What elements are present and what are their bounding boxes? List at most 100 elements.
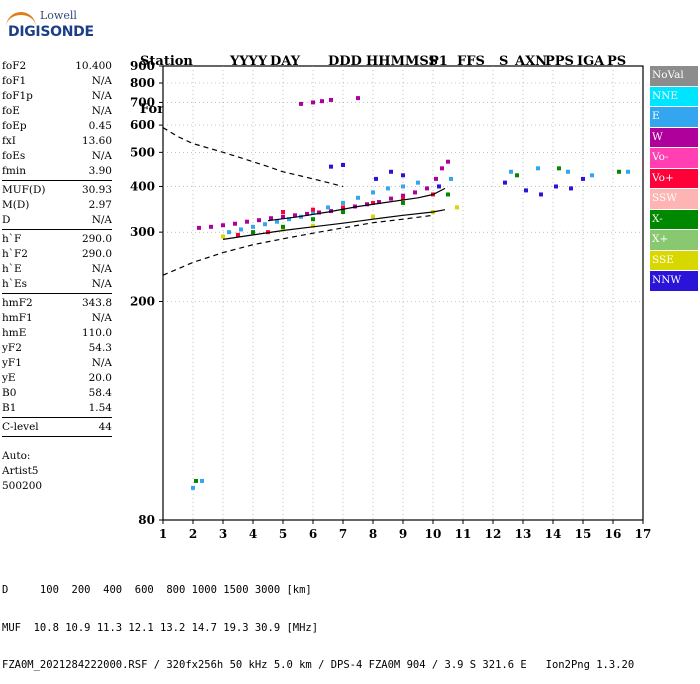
param-value: 30.93 <box>81 184 112 196</box>
y-tick-label: 400 <box>130 179 155 193</box>
echo-point <box>446 159 450 164</box>
echo-point <box>509 169 513 174</box>
param-value: 54.3 <box>88 342 112 354</box>
param-name: foE <box>2 105 20 117</box>
param-divider <box>2 293 112 294</box>
param-name: hmE <box>2 327 27 339</box>
param-row: foF1p N/A <box>2 89 112 104</box>
param-name: foEs <box>2 150 26 162</box>
echo-point <box>566 169 570 174</box>
header-label: YYYY <box>230 54 268 69</box>
echo-point <box>515 173 519 178</box>
param-name: MUF(D) <box>2 184 46 196</box>
param-value: N/A <box>91 312 112 324</box>
legend-item: Vo- <box>650 148 698 168</box>
echo-point <box>590 173 594 178</box>
echo-point <box>554 184 558 189</box>
header-labels-row: Station YYYY DAY DDD HHMMSS P1 FFS S AXN PPS IGA PS <box>140 54 633 70</box>
echo-point <box>209 224 213 229</box>
param-name: yF2 <box>2 342 22 354</box>
echo-point <box>197 225 201 230</box>
echo-point <box>434 176 438 181</box>
y-tick-label: 80 <box>138 513 155 527</box>
echo-point <box>401 184 405 189</box>
echo-point <box>191 485 195 490</box>
echo-point <box>245 219 249 224</box>
legend-item: NNW <box>650 271 698 291</box>
x-tick-label: 4 <box>249 527 257 541</box>
profile-curve <box>267 187 446 222</box>
x-tick-label: 8 <box>369 527 377 541</box>
scaled-parameters-panel: foF2 10.400 foF1 N/A foF1p N/A foE N/A foEp 0.45 f… <box>2 59 112 494</box>
echo-point <box>329 164 333 169</box>
param-value: 10.400 <box>75 60 112 72</box>
param-value: N/A <box>91 214 112 226</box>
echo-point <box>371 200 375 205</box>
legend-item: X- <box>650 209 698 229</box>
header-label: DDD <box>328 54 362 69</box>
param-value: 0.45 <box>88 120 112 132</box>
profile-curve <box>222 209 446 240</box>
param-value: N/A <box>91 105 112 117</box>
param-name: h`E <box>2 263 22 275</box>
param-name: h`F <box>2 233 22 245</box>
echo-point <box>446 192 450 197</box>
echo-point <box>581 176 585 181</box>
echo-point <box>413 190 417 195</box>
param-value: N/A <box>91 150 112 162</box>
y-tick-label: 700 <box>130 95 155 109</box>
echo-point <box>341 162 345 167</box>
echo-point <box>257 218 261 223</box>
param-name: foF1p <box>2 90 33 102</box>
echo-point <box>440 166 444 171</box>
echo-point <box>326 205 330 210</box>
echo-point <box>401 193 405 198</box>
header-label: S <box>499 54 509 69</box>
param-name: foF2 <box>2 60 27 72</box>
echo-point <box>194 478 198 483</box>
param-value: N/A <box>91 90 112 102</box>
legend-item: NNE <box>650 86 698 106</box>
echo-point <box>341 200 345 205</box>
header-label: Station <box>140 54 193 69</box>
param-value: N/A <box>91 278 112 290</box>
echo-point <box>263 222 267 227</box>
autoscale-info: 500200 <box>2 480 43 492</box>
param-row: yE 20.0 <box>2 371 112 386</box>
param-value: 13.60 <box>81 135 112 147</box>
echo-point <box>329 97 333 102</box>
echo-point <box>341 209 345 214</box>
param-value: 1.54 <box>88 402 112 414</box>
legend-item: X+ <box>650 230 698 250</box>
echo-point <box>305 211 309 216</box>
echo-point <box>389 196 393 201</box>
echo-point <box>377 200 381 205</box>
echo-point <box>389 169 393 174</box>
legend-item: NoVal <box>650 66 698 86</box>
param-name: fmin <box>2 165 26 177</box>
echo-point <box>416 180 420 185</box>
echo-point <box>425 186 429 191</box>
echo-point <box>365 202 369 207</box>
param-row: yF2 54.3 <box>2 341 112 356</box>
param-row: h`E N/A <box>2 262 112 277</box>
echo-point <box>557 166 561 171</box>
param-value: 58.4 <box>88 387 112 399</box>
echo-point <box>356 195 360 200</box>
echo-point <box>236 232 240 237</box>
echo-point <box>251 224 255 229</box>
echo-point <box>299 101 303 106</box>
x-tick-label: 10 <box>425 527 442 541</box>
echo-point <box>536 166 540 171</box>
x-tick-label: 1 <box>159 527 167 541</box>
autoscale-info: Auto: <box>2 450 31 462</box>
param-divider <box>2 229 112 230</box>
param-name: M(D) <box>2 199 30 211</box>
param-row: foF2 10.400 <box>2 59 112 74</box>
echo-point <box>293 213 297 218</box>
param-name: B0 <box>2 387 17 399</box>
param-name: foF1 <box>2 75 27 87</box>
legend-item: SSW <box>650 189 698 209</box>
echo-point <box>626 169 630 174</box>
param-name: B1 <box>2 402 17 414</box>
